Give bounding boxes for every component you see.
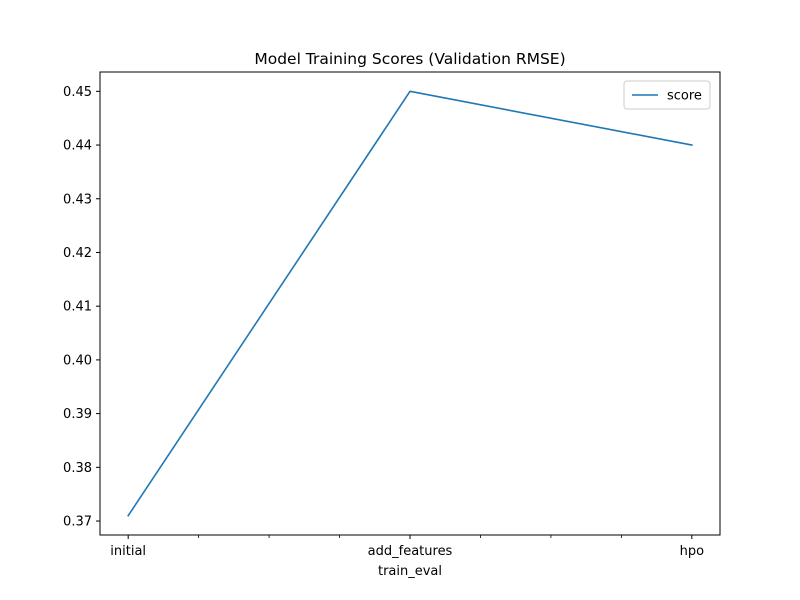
y-tick-label: 0.40 — [63, 353, 92, 368]
x-tick-label: add_features — [368, 544, 453, 559]
legend-label: score — [667, 89, 702, 104]
y-tick-label: 0.38 — [63, 461, 92, 476]
y-tick-label: 0.37 — [63, 515, 92, 530]
plot-area: 0.37 0.38 0.39 0.40 0.41 0.42 0.43 0.44 0.45 init… — [63, 71, 721, 559]
legend: score — [623, 80, 711, 110]
y-tick-label: 0.44 — [63, 139, 92, 154]
y-tick-label: 0.41 — [63, 300, 92, 315]
y-tick-label: 0.43 — [63, 192, 92, 207]
y-tick-label: 0.45 — [63, 85, 92, 100]
x-tick-label: hpo — [680, 544, 704, 559]
series-line-score — [127, 90, 693, 517]
chart-title: Model Training Scores (Validation RMSE) — [254, 50, 565, 68]
x-tick-label: initial — [110, 544, 146, 559]
y-tick-label: 0.39 — [63, 407, 92, 422]
legend-box — [623, 80, 711, 110]
x-axis-title: train_eval — [378, 564, 442, 579]
y-tick-label: 0.42 — [63, 246, 92, 261]
